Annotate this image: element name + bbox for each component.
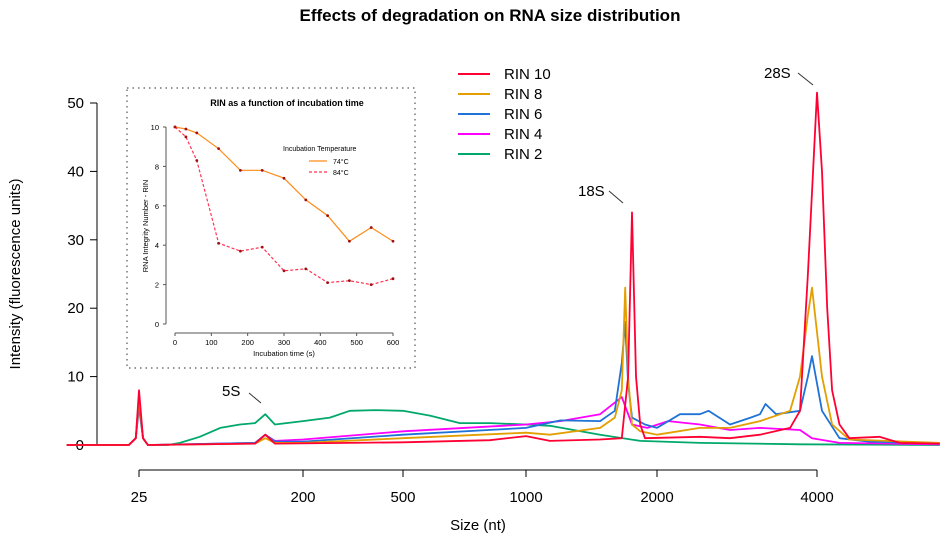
inset-chart: RIN as a function of incubation time 0 2 4… <box>126 87 416 369</box>
inset-x-axis-label: Incubation time (s) <box>253 349 315 358</box>
inset-legend: 74°C 84°C <box>309 158 349 177</box>
inset-x-tick-label: 0 <box>173 338 177 347</box>
inset-point <box>369 226 373 229</box>
legend: RIN 10 RIN 8 RIN 6 RIN 4 RIN 2 <box>458 66 551 163</box>
inset-y-tick-label: 6 <box>155 202 159 211</box>
series-lines <box>66 91 940 446</box>
inset-point <box>369 283 373 286</box>
inset-x-tick-label: 600 <box>387 338 400 347</box>
inset-point <box>239 168 242 172</box>
inset-point <box>304 198 308 202</box>
x-tick-label: 4000 <box>800 489 833 506</box>
annotation-18s-label: 18S <box>578 183 605 200</box>
inset-x-tick-label: 500 <box>350 338 363 347</box>
inset-point <box>348 279 351 283</box>
annotation-28s-leader <box>797 72 814 86</box>
inset-legend-label: 74°C <box>333 158 349 166</box>
y-axis-label: Intensity (fluorescence units) <box>7 179 24 370</box>
inset-point <box>217 241 221 245</box>
inset-point <box>282 176 286 180</box>
inset-x-tick-label: 100 <box>205 338 218 347</box>
inset-legend-label: 84°C <box>333 169 349 177</box>
inset-point <box>260 168 264 172</box>
inset-point <box>326 281 329 285</box>
annotation-28s: 28S <box>764 65 814 86</box>
inset-point <box>217 147 221 151</box>
inset-point <box>239 249 242 253</box>
series-line-rin-10 <box>66 91 940 446</box>
inset-point <box>184 135 188 139</box>
legend-label: RIN 4 <box>504 126 542 143</box>
x-tick-label: 2000 <box>640 489 673 506</box>
inset-point <box>391 277 395 281</box>
inset-y-tick-label: 4 <box>155 241 159 250</box>
x-tick-label: 1000 <box>509 489 542 506</box>
inset-line-74c <box>174 126 394 243</box>
inset-border <box>126 87 416 369</box>
inset-x-tick-label: 300 <box>278 338 291 347</box>
x-axis-label: Size (nt) <box>450 517 506 534</box>
inset-y-tick-label: 2 <box>155 281 159 290</box>
inset-point <box>282 269 286 273</box>
inset-y-axis-label: RNA Integrity Number - RIN <box>141 180 150 273</box>
inset-point <box>195 131 199 135</box>
annotation-18s-leader <box>608 190 624 204</box>
inset-point <box>184 127 188 131</box>
inset-point <box>326 214 329 218</box>
y-tick-label: 50 <box>67 95 84 112</box>
inset-line-84c <box>174 126 394 286</box>
annotation-5s-leader <box>248 392 262 404</box>
annotation-18s: 18S <box>578 183 624 204</box>
inset-point <box>195 159 199 162</box>
inset-legend-title: Incubation Temperature <box>283 146 357 153</box>
legend-label: RIN 2 <box>504 146 542 163</box>
x-axis: 25 200 500 1000 2000 4000 <box>131 469 834 506</box>
x-tick-label: 25 <box>131 489 148 506</box>
inset-point <box>260 245 264 249</box>
y-tick-label: 20 <box>67 300 84 317</box>
annotation-28s-label: 28S <box>764 65 791 82</box>
annotation-5s-label: 5S <box>222 383 240 400</box>
inset-title: RIN as a function of incubation time <box>210 98 364 108</box>
inset-point <box>173 125 177 129</box>
inset-point <box>304 267 308 271</box>
y-tick-label: 30 <box>67 232 84 249</box>
inset-x-tick-label: 400 <box>314 338 327 347</box>
legend-label: RIN 10 <box>504 66 551 83</box>
inset-x-tick-label: 200 <box>241 338 254 347</box>
x-tick-label: 200 <box>290 489 315 506</box>
legend-label: RIN 6 <box>504 106 542 123</box>
inset-series <box>173 125 395 286</box>
annotation-5s: 5S <box>222 383 262 404</box>
inset-point <box>391 239 395 243</box>
y-tick-label: 10 <box>67 369 84 386</box>
x-tick-label: 500 <box>390 489 415 506</box>
inset-point <box>348 239 351 243</box>
inset-y-tick-label: 8 <box>155 162 159 171</box>
inset-y-tick-label: 0 <box>155 320 159 329</box>
legend-label: RIN 8 <box>504 86 542 103</box>
y-tick-label: 40 <box>67 163 84 180</box>
inset-y-tick-label: 10 <box>151 123 159 132</box>
chart-title: Effects of degradation on RNA size distr… <box>300 6 681 25</box>
